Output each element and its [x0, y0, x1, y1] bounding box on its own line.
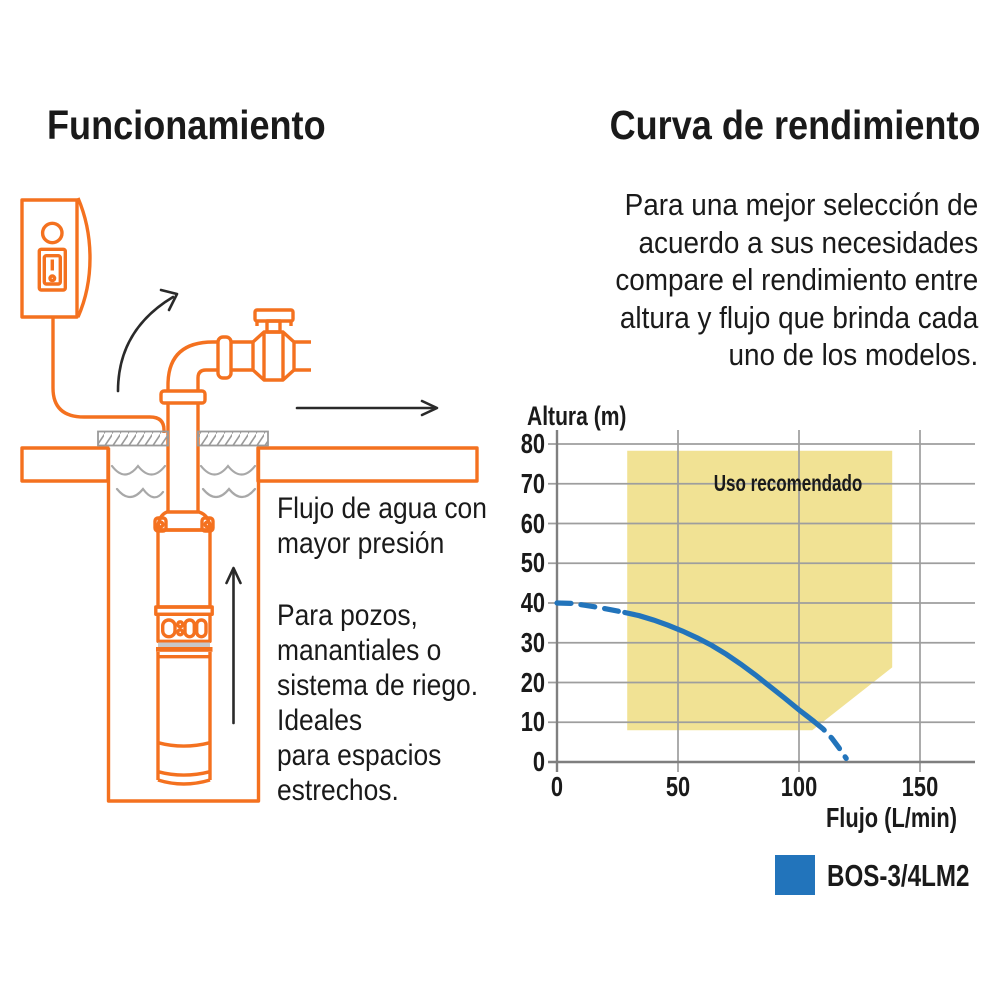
- caption-line: Ideales: [277, 704, 363, 737]
- intro-line: uno de los modelos.: [728, 337, 978, 372]
- x-tick-150: 150: [901, 771, 939, 802]
- intro-line: Para una mejor selección de: [624, 187, 978, 222]
- performance-curve-dashed: [554, 600, 628, 616]
- performance-curve-dashed: [810, 718, 849, 761]
- use-cases-caption: Para pozos, manantiales o sistema de rie…: [277, 598, 478, 808]
- x-tick-50: 50: [665, 771, 691, 802]
- recommended-region: [627, 450, 893, 731]
- outflow-pipe-icon: [294, 340, 311, 372]
- shutoff-valve-icon: [251, 308, 296, 382]
- caption-line: Para pozos,: [277, 599, 418, 632]
- rocker-switch-icon: [37, 247, 67, 292]
- chart-intro-paragraph: Para una mejor selección de acuerdo a su…: [615, 186, 978, 374]
- y-tick-0: 0: [532, 746, 545, 777]
- pressure-caption: Flujo de agua con mayor presión: [277, 491, 487, 561]
- caption-line: Flujo de agua con: [277, 492, 487, 525]
- indicator-light-icon: [40, 221, 64, 245]
- well-cover-icon: [97, 430, 269, 447]
- performance-curve-solid: [622, 609, 817, 724]
- intro-line: acuerdo a sus necesidades: [638, 224, 978, 260]
- y-tick-80: 80: [520, 428, 545, 459]
- power-switch-box-icon: [20, 197, 92, 319]
- caption-line: mayor presión: [277, 527, 445, 560]
- y-axis-label: Altura (m): [527, 401, 627, 431]
- x-axis-label: Flujo (L/min): [825, 802, 957, 833]
- discharge-piping-icon: [159, 308, 311, 512]
- y-tick-50: 50: [520, 547, 545, 579]
- y-tick-70: 70: [520, 467, 545, 499]
- power-cable-icon: [51, 317, 166, 433]
- pipe-elbow-icon: [166, 340, 218, 391]
- y-tick-40: 40: [520, 587, 545, 618]
- y-tick-30: 30: [520, 626, 545, 658]
- caption-line: estrechos.: [277, 774, 399, 807]
- caption-line: manantiales o: [277, 634, 442, 667]
- caption-line: sistema de riego.: [277, 669, 479, 702]
- valve-handle-icon: [253, 308, 295, 334]
- pipe-coupling-icon: [216, 335, 233, 380]
- y-tick-10: 10: [520, 706, 545, 738]
- upward-flow-arrow-icon: [225, 566, 242, 725]
- water-waves-icon: [110, 464, 257, 499]
- pump-intake-slots-icon: [160, 618, 208, 639]
- legend-label-bos34lm2: BOS-3/4LM2: [827, 858, 970, 893]
- right-section-title: Curva de rendimiento: [609, 102, 980, 148]
- submersible-pump-icon: [153, 510, 215, 786]
- x-tick-0: 0: [550, 771, 564, 802]
- recommended-region-label: Uso recomendado: [713, 470, 863, 496]
- curved-flow-arrow-icon: [116, 288, 179, 393]
- y-tick-20: 20: [520, 666, 545, 698]
- intro-line: compare el rendimiento entre: [615, 262, 978, 297]
- x-tick-100: 100: [780, 771, 818, 802]
- intro-line: altura y flujo que brinda cada: [619, 299, 978, 335]
- pipe-flange-icon: [159, 389, 207, 405]
- well-shaft-icon: [106, 448, 261, 803]
- left-section-title: Funcionamiento: [47, 102, 326, 148]
- y-tick-60: 60: [520, 507, 545, 539]
- caption-line: para espacios: [277, 739, 442, 772]
- outflow-arrow-icon: [295, 399, 439, 417]
- legend-swatch-bos34lm2: [775, 855, 815, 895]
- riser-pipe-icon: [166, 403, 200, 512]
